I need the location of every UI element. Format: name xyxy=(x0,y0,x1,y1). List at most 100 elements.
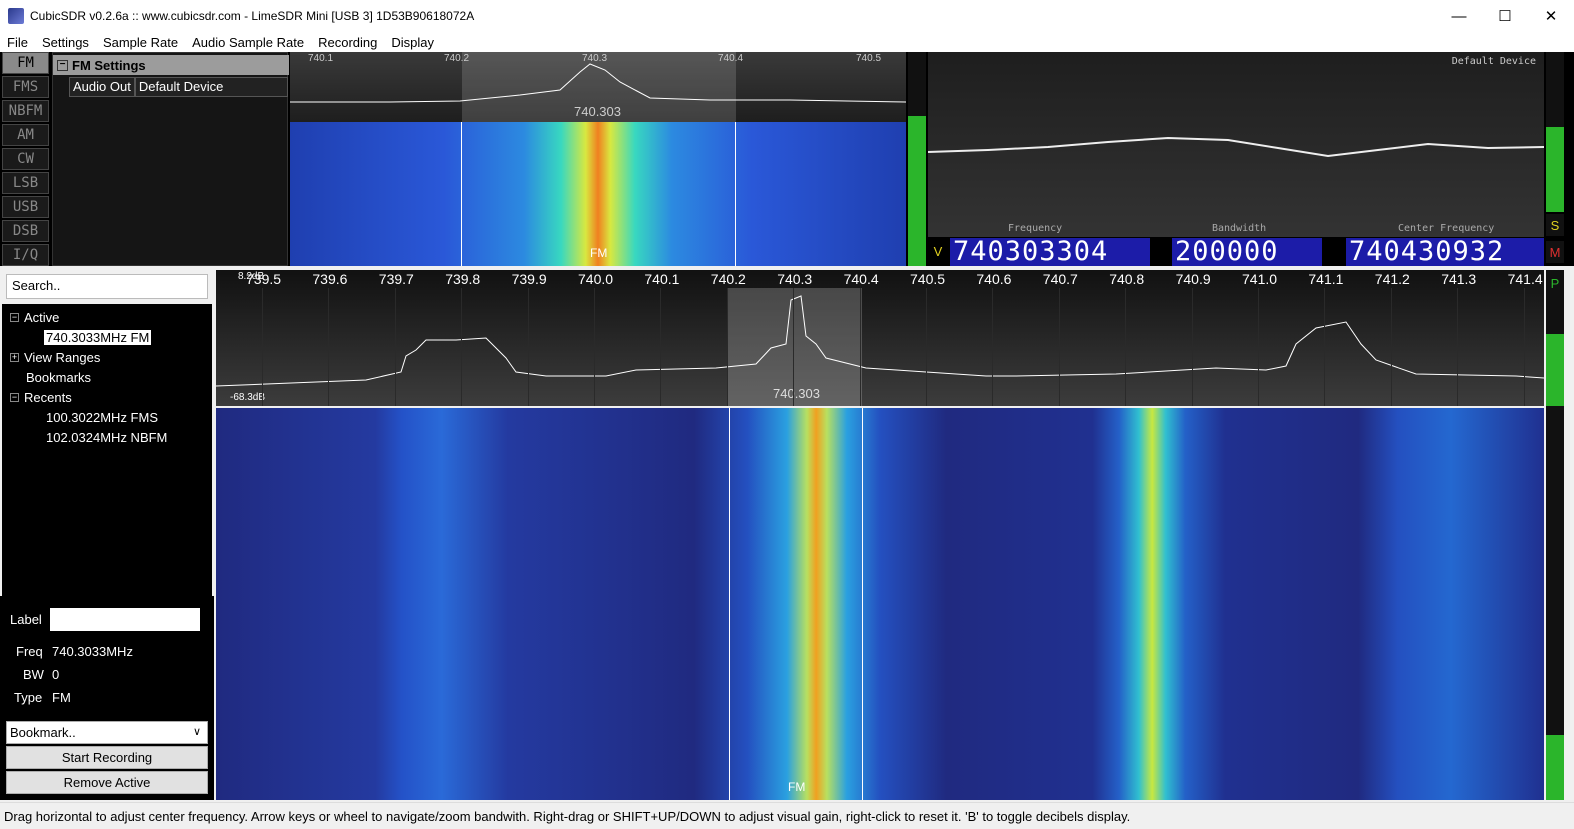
search-input[interactable]: Search.. xyxy=(6,274,208,299)
bookmark-select-value: Bookmark.. xyxy=(10,725,76,740)
menu-settings[interactable]: Settings xyxy=(41,34,89,50)
frequency-tick-label: 740.1 xyxy=(644,271,680,287)
close-button[interactable]: ✕ xyxy=(1544,8,1558,25)
bw-value: 0 xyxy=(52,667,60,682)
grid-line xyxy=(726,288,728,406)
menu-display[interactable]: Display xyxy=(391,34,434,50)
bandwidth-highlight xyxy=(728,288,862,406)
bandwidth-display[interactable]: 200000 xyxy=(1172,238,1322,266)
type-row: Type FM xyxy=(14,690,71,705)
freq-value: 740.3033MHz xyxy=(52,644,133,659)
tree-node-view-ranges[interactable]: + View Ranges xyxy=(10,347,100,367)
bandwidth-line-right xyxy=(735,122,736,266)
mode-fms-button[interactable]: FMS xyxy=(2,76,49,98)
bw-label: BW xyxy=(23,667,44,682)
mode-dsb-button[interactable]: DSB xyxy=(2,220,49,242)
mode-nbfm-button[interactable]: NBFM xyxy=(2,100,49,122)
frequency-caption: Frequency xyxy=(1008,223,1063,234)
tree-item-recent[interactable]: 100.3022MHz FMS xyxy=(46,407,158,427)
mini-tick: 740.5 xyxy=(856,53,882,64)
audio-scope[interactable]: Default Device xyxy=(928,52,1544,237)
main-waterfall[interactable]: FM xyxy=(216,408,1544,800)
menu-sample-rate[interactable]: Sample Rate xyxy=(102,34,179,50)
menu-recording[interactable]: Recording xyxy=(318,34,378,50)
grid-line xyxy=(1058,288,1060,406)
tree-item-label: 740.3033MHz FM xyxy=(44,329,152,345)
frequency-tick-label: 741.4 xyxy=(1507,271,1543,287)
mini-gain-gauge[interactable] xyxy=(908,52,926,266)
center-frequency-display[interactable]: 740430932 xyxy=(1346,238,1544,266)
mode-lsb-button[interactable]: LSB xyxy=(2,172,49,194)
frequency-tick-label: 740.9 xyxy=(1175,271,1211,287)
grid-line xyxy=(1457,288,1459,406)
mini-spectrum[interactable]: 740.1 740.2 740.3 740.4 740.5 740.303 xyxy=(290,52,906,122)
bookmark-tree: − Active 740.3033MHz FM + View Ranges Bo… xyxy=(2,304,212,596)
squelch-button[interactable]: S xyxy=(1546,214,1564,236)
mini-center-frequency: 740.303 xyxy=(574,104,621,119)
tree-node-bookmarks[interactable]: Bookmarks xyxy=(26,367,91,387)
fm-settings-panel: − FM Settings Audio Out Default Device xyxy=(52,52,289,266)
audio-out-row[interactable]: Audio Out Default Device xyxy=(69,77,288,97)
audio-out-value[interactable]: Default Device xyxy=(134,77,288,97)
type-label: Type xyxy=(14,690,43,705)
remove-active-button[interactable]: Remove Active xyxy=(6,771,208,794)
mini-waterfall[interactable]: FM xyxy=(290,122,906,266)
expand-icon[interactable]: + xyxy=(10,351,19,362)
fm-settings-title: FM Settings xyxy=(72,57,146,73)
menu-bar: File Settings Sample Rate Audio Sample R… xyxy=(0,32,1574,52)
mini-tick: 740.1 xyxy=(308,53,334,64)
frequency-display[interactable]: 740303304 xyxy=(950,238,1150,266)
top-panel: FM FMS NBFM AM CW LSB USB DSB I/Q − FM S… xyxy=(0,52,1574,266)
collapse-icon[interactable]: − xyxy=(10,391,19,402)
grid-line xyxy=(926,288,927,406)
frequency-digits-row: Frequency Bandwidth Center Frequency V 7… xyxy=(928,223,1544,266)
volume-indicator[interactable]: V xyxy=(933,244,943,259)
grid-line xyxy=(594,288,595,406)
frequency-axis: 739.5 739.6 739.7 739.8 739.9 740.0 740.1 740.2… xyxy=(216,270,1544,288)
chevron-down-icon: ∨ xyxy=(192,726,201,738)
frequency-tick-label: 739.6 xyxy=(312,271,348,287)
collapse-icon[interactable]: − xyxy=(57,59,68,71)
grid-line xyxy=(1324,288,1326,406)
main-spectrum[interactable]: 739.5 739.6 739.7 739.8 739.9 740.0 740.1 740.2… xyxy=(216,270,1544,406)
audio-level-gauge[interactable] xyxy=(1546,52,1564,212)
frequency-tick-label: 740.8 xyxy=(1109,271,1145,287)
frequency-tick-label: 739.8 xyxy=(445,271,481,287)
tree-item-recent[interactable]: 102.0324MHz NBFM xyxy=(46,427,167,447)
tree-node-recents[interactable]: − Recents xyxy=(10,387,72,407)
grid-line xyxy=(394,288,396,406)
frequency-tick-label: 739.5 xyxy=(246,271,282,287)
tree-item-active-frequency[interactable]: 740.3033MHz FM xyxy=(44,327,152,347)
mini-tick: 740.3 xyxy=(582,53,608,64)
tree-node-active[interactable]: − Active xyxy=(10,307,59,327)
start-recording-button[interactable]: Start Recording xyxy=(6,746,208,769)
mode-iq-button[interactable]: I/Q xyxy=(2,244,49,266)
center-frequency-caption: Center Frequency xyxy=(1398,223,1495,234)
mode-cw-button[interactable]: CW xyxy=(2,148,49,170)
collapse-icon[interactable]: − xyxy=(10,311,19,322)
fm-settings-header[interactable]: − FM Settings xyxy=(53,55,289,75)
grid-line xyxy=(1125,288,1127,406)
db-max-label: 8.2dB xyxy=(238,271,265,282)
label-input[interactable] xyxy=(49,608,200,631)
frequency-tick-label: 740.3 xyxy=(777,271,813,287)
mode-fm-button[interactable]: FM xyxy=(2,52,49,74)
bookmark-select[interactable]: Bookmark.. ∨ xyxy=(6,721,208,744)
mode-usb-button[interactable]: USB xyxy=(2,196,49,218)
status-bar: Drag horizontal to adjust center frequen… xyxy=(0,802,1574,829)
frequency-tick-label: 740.6 xyxy=(976,271,1012,287)
bandwidth-line-left xyxy=(729,408,730,800)
grid-line xyxy=(527,288,529,406)
waterfall-gain-gauge[interactable]: P xyxy=(1546,270,1564,800)
peak-hold-button[interactable]: P xyxy=(1546,272,1564,294)
menu-file[interactable]: File xyxy=(7,34,28,50)
frequency-tick-label: 740.0 xyxy=(578,271,614,287)
frequency-tick-label: 739.9 xyxy=(511,271,547,287)
menu-audio-sample-rate[interactable]: Audio Sample Rate xyxy=(192,34,305,50)
mute-button[interactable]: M xyxy=(1546,241,1564,263)
bookmark-info-panel: Label Freq 740.3033MHz BW 0 Type FM xyxy=(0,596,214,800)
maximize-button[interactable]: ☐ xyxy=(1498,8,1512,25)
mode-am-button[interactable]: AM xyxy=(2,124,49,146)
waterfall-mode-marker: FM xyxy=(788,780,806,794)
minimize-button[interactable]: — xyxy=(1451,7,1467,25)
